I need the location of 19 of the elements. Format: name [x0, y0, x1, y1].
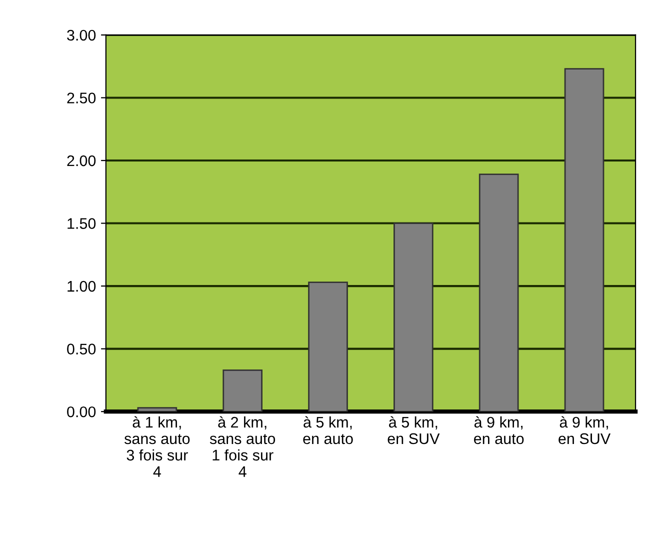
x-tick-label: à 9 km, en auto [474, 416, 524, 444]
y-tick-label: 1.50 [68, 218, 96, 229]
bar [564, 68, 604, 412]
y-tick-label: 2.50 [67, 92, 96, 104]
x-tick-label: à 1 km, sans auto 3 fois sur 4 [124, 416, 190, 477]
bar [478, 174, 519, 412]
bar [394, 222, 434, 412]
y-tick-label: 2.00 [67, 155, 96, 166]
x-tick-label: à 5 km, en auto [303, 416, 353, 444]
y-tick-label: 0.00 [67, 406, 96, 418]
x-tick-label: à 5 km, en SUV [388, 416, 440, 444]
x-tick-label: à 9 km, en SUV [558, 416, 611, 444]
x-tick-label: à 2 km, sans auto 1 fois sur 4 [210, 416, 276, 477]
y-tick-label: 0.50 [67, 344, 96, 354]
bar [137, 407, 178, 412]
y-tick-label: 1.00 [68, 280, 96, 292]
bar [308, 282, 348, 412]
y-tick-label: 3.00 [67, 30, 96, 41]
bar [222, 369, 263, 412]
